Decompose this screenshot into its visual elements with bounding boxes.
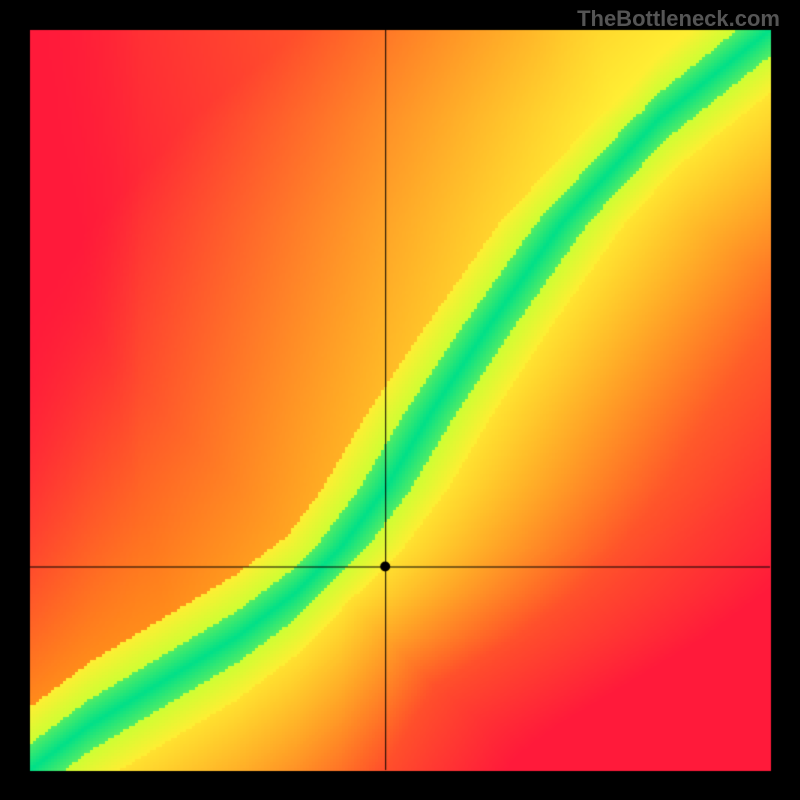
attribution-text: TheBottleneck.com <box>577 6 780 32</box>
bottleneck-heatmap <box>0 0 800 800</box>
chart-container: TheBottleneck.com <box>0 0 800 800</box>
